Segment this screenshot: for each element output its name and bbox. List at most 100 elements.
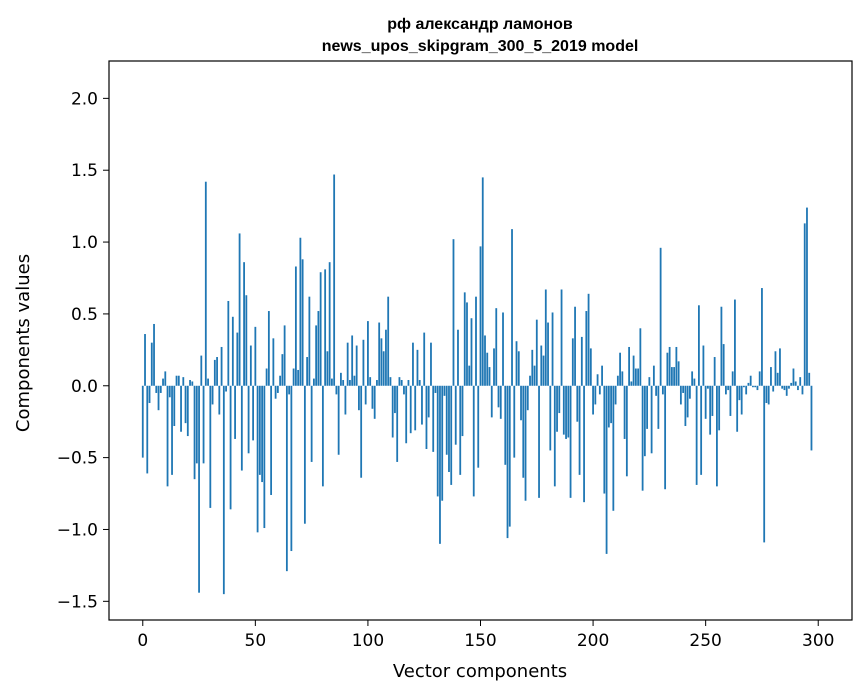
bar-54: [263, 385, 266, 529]
bar-40: [231, 316, 234, 386]
bar-73: [306, 357, 309, 386]
bar-43: [238, 233, 241, 386]
x-tick-label: 0: [137, 631, 148, 651]
x-tick-label: 200: [577, 631, 609, 651]
bar-158: [497, 385, 500, 408]
bar-109: [387, 296, 390, 386]
bar-258: [722, 344, 725, 386]
bar-93: [351, 335, 354, 386]
bar-134: [443, 385, 446, 396]
y-tick-label: −1.5: [57, 592, 98, 612]
bar-215: [625, 385, 628, 477]
bar-162: [506, 385, 509, 539]
bar-99: [364, 385, 367, 405]
bar-23: [193, 385, 196, 480]
bar-36: [222, 385, 225, 595]
bar-284: [781, 385, 784, 389]
bar-117: [405, 385, 408, 444]
bar-279: [770, 367, 772, 386]
bar-58: [272, 338, 275, 386]
bar-139: [454, 385, 457, 445]
bar-13: [171, 385, 173, 475]
bar-57: [270, 385, 273, 495]
bar-22: [191, 381, 194, 386]
bar-50: [254, 326, 257, 386]
bar-38: [227, 300, 230, 386]
bar-86: [335, 385, 338, 395]
bar-160: [502, 312, 504, 386]
x-tick-label: 300: [802, 631, 834, 651]
bar-229: [657, 385, 660, 429]
bar-281: [774, 351, 777, 386]
bar-32: [213, 359, 216, 386]
bar-21: [189, 380, 191, 386]
bar-6: [155, 385, 158, 393]
bar-257: [720, 306, 723, 386]
bar-177: [540, 345, 543, 386]
bar-212: [619, 352, 621, 386]
bar-166: [515, 341, 518, 386]
bar-181: [549, 385, 552, 451]
bar-240: [682, 385, 685, 393]
bar-198: [587, 293, 590, 386]
bar-154: [488, 367, 491, 386]
bar-291: [797, 385, 799, 391]
bar-42: [236, 332, 239, 386]
bar-91: [346, 342, 349, 386]
bar-270: [749, 375, 752, 386]
bar-89: [342, 380, 345, 386]
bar-19: [184, 385, 187, 424]
bar-68: [294, 266, 297, 386]
bar-260: [727, 385, 730, 391]
bar-190: [569, 385, 572, 498]
bar-51: [256, 385, 259, 533]
bar-256: [718, 385, 721, 431]
bar-15: [175, 375, 178, 386]
bar-133: [441, 385, 444, 501]
bar-128: [430, 342, 432, 386]
bar-7: [157, 385, 160, 411]
bar-17: [180, 385, 182, 432]
bar-180: [547, 322, 549, 386]
bar-232: [664, 385, 667, 490]
bar-153: [486, 352, 489, 386]
bar-10: [164, 371, 167, 386]
bar-3: [148, 385, 151, 404]
bar-159: [499, 385, 502, 419]
bar-151: [481, 177, 484, 386]
bar-195: [580, 336, 583, 386]
bar-84: [331, 378, 333, 386]
bar-183: [553, 385, 556, 487]
y-tick-label: −1.0: [57, 520, 98, 540]
x-tick-label: 150: [464, 631, 496, 651]
bar-288: [790, 382, 793, 386]
bar-172: [529, 375, 531, 386]
bar-282: [776, 372, 779, 386]
bar-210: [614, 385, 617, 405]
bar-27: [202, 385, 205, 464]
x-axis-ticks: 0 50 100 150 200 250 300: [137, 620, 834, 651]
bar-0: [141, 385, 144, 458]
bar-115: [400, 380, 403, 386]
bar-127: [427, 385, 430, 418]
bar-196: [583, 385, 585, 503]
bar-274: [758, 371, 761, 386]
bar-74: [308, 296, 311, 386]
bar-155: [490, 385, 493, 418]
bar-143: [463, 292, 466, 386]
bar-269: [747, 382, 750, 386]
bar-209: [612, 385, 615, 511]
bar-140: [457, 329, 459, 386]
y-tick-label: 2.0: [71, 89, 98, 109]
y-tick-label: 0.5: [71, 305, 98, 325]
bar-277: [765, 385, 768, 404]
bar-61: [279, 375, 282, 386]
x-tick-label: 250: [689, 631, 721, 651]
bar-193: [576, 385, 579, 422]
bar-135: [445, 385, 448, 455]
bar-90: [344, 385, 347, 415]
bar-81: [324, 269, 327, 386]
bar-248: [700, 385, 703, 475]
bar-220: [637, 368, 640, 386]
